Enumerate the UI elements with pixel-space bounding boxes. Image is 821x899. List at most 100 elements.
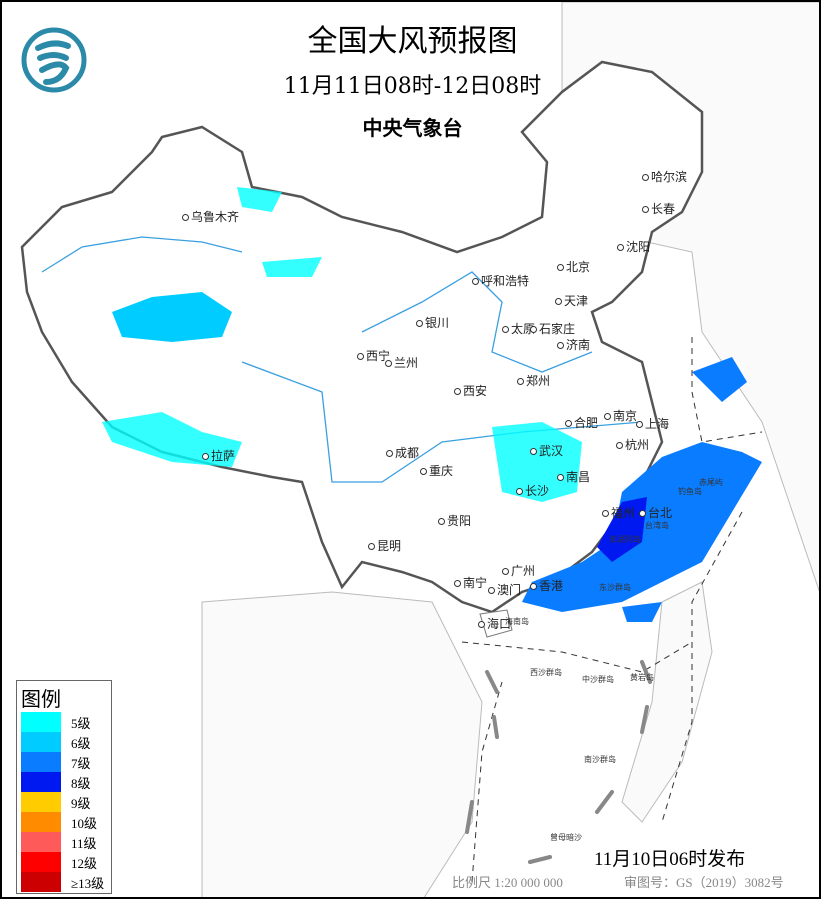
city-name: 杭州: [625, 438, 650, 452]
city-marker-icon: [616, 442, 623, 449]
city-label: 上海: [636, 415, 669, 432]
city-label: 澳门: [488, 581, 521, 598]
city-marker-icon: [642, 206, 649, 213]
city-marker-icon: [478, 621, 485, 628]
city-marker-icon: [642, 174, 649, 181]
city-name: 长沙: [525, 484, 550, 498]
wind-area-8: [597, 497, 647, 562]
city-label: 哈尔滨: [642, 168, 687, 185]
legend-item: 8级: [17, 772, 111, 792]
city-marker-icon: [454, 580, 461, 587]
city-name: 石家庄: [539, 322, 576, 336]
city-name: 西安: [463, 384, 488, 398]
city-marker-icon: [530, 326, 537, 333]
cma-logo-icon: [21, 27, 87, 93]
legend-swatch: [21, 792, 61, 812]
legend-item: 12级: [17, 852, 111, 872]
legend: 图例 5级 6级 7级 8级 9级 10级 11级 12级 ≥13级: [16, 680, 112, 894]
city-name: 上海: [645, 417, 670, 431]
city-label: 合肥: [565, 414, 598, 431]
legend-item: 7级: [17, 752, 111, 772]
yellow-river: [361, 271, 593, 373]
city-name: 西宁: [366, 349, 391, 363]
city-marker-icon: [530, 583, 537, 590]
legend-title: 图例: [21, 687, 61, 711]
island-label: 曾母暗沙: [550, 833, 582, 842]
city-name: 南京: [613, 409, 638, 423]
legend-swatch: [21, 812, 61, 832]
city-marker-icon: [502, 568, 509, 575]
city-marker-icon: [555, 298, 562, 305]
city-name: 南昌: [566, 470, 591, 484]
map-approval-number: 审图号：GS（2019）3082号: [624, 875, 784, 890]
city-name: 贵阳: [447, 514, 472, 528]
island-label: 钓鱼岛: [678, 487, 702, 496]
city-name: 武汉: [539, 444, 564, 458]
city-label: 济南: [557, 336, 590, 353]
city-name: 昆明: [377, 539, 402, 553]
city-marker-icon: [639, 510, 646, 517]
city-marker-icon: [202, 453, 209, 460]
legend-item: 6级: [17, 732, 111, 752]
city-label: 天津: [555, 292, 588, 309]
legend-swatch: [21, 772, 61, 792]
island-label: 西沙群岛: [530, 668, 562, 677]
city-name: 合肥: [574, 416, 599, 430]
city-marker-icon: [557, 264, 564, 271]
city-name: 海口: [487, 617, 512, 631]
city-marker-icon: [472, 278, 479, 285]
city-name: 沈阳: [626, 240, 651, 254]
city-label: 西宁: [357, 347, 390, 364]
island-label: 台湾岛: [645, 521, 669, 530]
map-scale: 比例尺 1:20 000 000: [452, 875, 563, 890]
city-label: 海口: [478, 615, 511, 632]
city-name: 太原: [511, 322, 536, 336]
issuer: 中央气象台: [362, 116, 463, 140]
city-label: 贵阳: [438, 512, 471, 529]
wind-area-6: [112, 292, 232, 342]
city-marker-icon: [604, 413, 611, 420]
city-name: 香港: [539, 579, 564, 593]
city-label: 北京: [557, 258, 590, 275]
city-marker-icon: [602, 510, 609, 517]
hainan: [479, 609, 513, 638]
philippines: [621, 581, 713, 823]
city-marker-icon: [182, 214, 189, 221]
city-name: 天津: [564, 294, 589, 308]
city-label: 拉萨: [202, 447, 235, 464]
city-name: 呼和浩特: [481, 274, 530, 288]
city-name: 乌鲁木齐: [191, 210, 240, 224]
legend-swatch: [21, 852, 61, 872]
city-name: 重庆: [429, 464, 454, 478]
city-marker-icon: [517, 378, 524, 385]
city-label: 南昌: [557, 468, 590, 485]
city-marker-icon: [565, 420, 572, 427]
legend-label: 6级: [71, 735, 91, 751]
wind-area-7: [622, 602, 662, 622]
city-label: 广州: [502, 562, 535, 579]
city-label: 郑州: [517, 372, 550, 389]
city-label: 杭州: [616, 436, 649, 453]
legend-item: ≥13级: [17, 872, 111, 892]
city-marker-icon: [502, 326, 509, 333]
city-name: 澳门: [497, 583, 522, 597]
legend-label: 8级: [71, 775, 91, 791]
city-name: 银川: [425, 316, 450, 330]
city-marker-icon: [454, 388, 461, 395]
legend-label: 7级: [71, 755, 91, 771]
legend-item: 9级: [17, 792, 111, 812]
legend-item: 10级: [17, 812, 111, 832]
city-label: 南宁: [454, 574, 487, 591]
wind-area-7: [692, 357, 747, 402]
wind-area-5: [262, 257, 322, 277]
city-label: 长沙: [516, 482, 549, 499]
legend-swatch: [21, 712, 61, 732]
city-label: 成都: [386, 444, 419, 461]
yangtze-river: [241, 361, 643, 483]
legend-swatch: [21, 732, 61, 752]
legend-swatch: [21, 832, 61, 852]
city-name: 北京: [566, 260, 591, 274]
legend-item: 11级: [17, 832, 111, 852]
city-label: 太原: [502, 320, 535, 337]
